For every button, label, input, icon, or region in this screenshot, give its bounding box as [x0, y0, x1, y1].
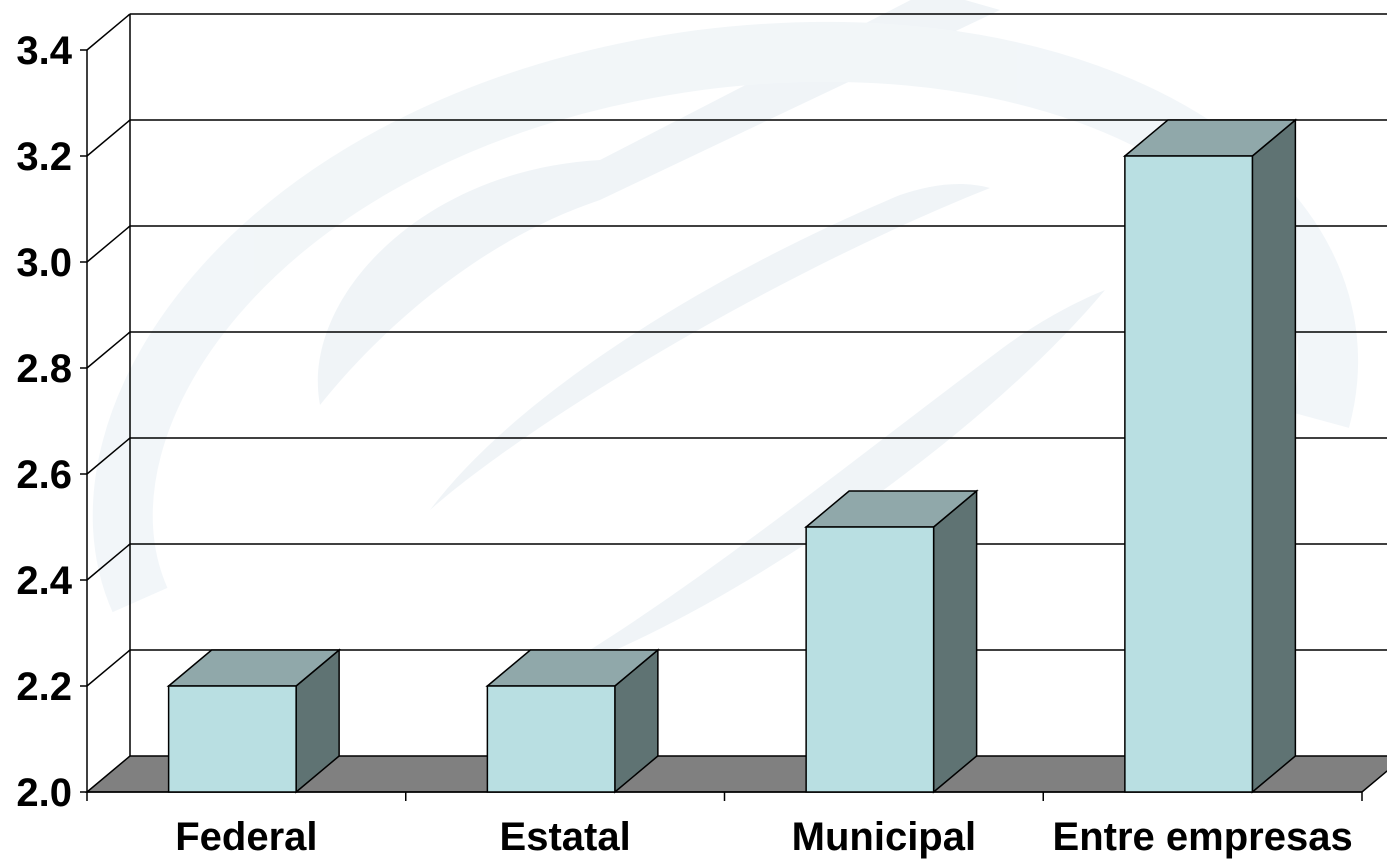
bar-side	[1251, 118, 1297, 794]
x-category-label: Entre empresas	[1053, 815, 1353, 859]
bar-front	[167, 685, 297, 793]
bar-front	[1124, 155, 1254, 793]
wall-gridline	[86, 13, 131, 51]
bar-front	[805, 526, 935, 793]
y-tick-label: 3.2	[16, 135, 72, 179]
bar-front	[486, 685, 616, 793]
bar	[485, 648, 660, 794]
y-tick-label: 3.4	[16, 29, 72, 73]
bar	[166, 648, 342, 794]
bar-side	[932, 489, 978, 794]
labels: 2.0 2.2 2.4 2.6 2.8 3.0 3.2 3.4 Federal Estatal Mu…	[16, 29, 1352, 859]
bars	[166, 118, 1298, 794]
x-category-label: Municipal	[792, 815, 976, 859]
wall-gridline	[86, 437, 131, 475]
wall-gridline	[86, 225, 131, 263]
wall-gridline	[86, 119, 131, 157]
watermark-swoosh-3	[540, 290, 1105, 680]
y-tick-label: 2.8	[16, 347, 72, 391]
x-category-label: Federal	[175, 815, 317, 859]
y-tick-label: 2.4	[16, 559, 72, 603]
wall-gridline	[86, 649, 131, 687]
y-tick-label: 2.6	[16, 453, 72, 497]
y-tick-label: 2.2	[16, 665, 72, 709]
y-tick-label: 3.0	[16, 241, 72, 285]
wall-gridline	[86, 331, 131, 369]
x-category-label: Estatal	[500, 815, 631, 859]
bar	[1122, 118, 1298, 794]
y-tick-label: 2.0	[16, 771, 72, 815]
bar	[804, 489, 979, 794]
wall-gridline	[86, 543, 131, 581]
